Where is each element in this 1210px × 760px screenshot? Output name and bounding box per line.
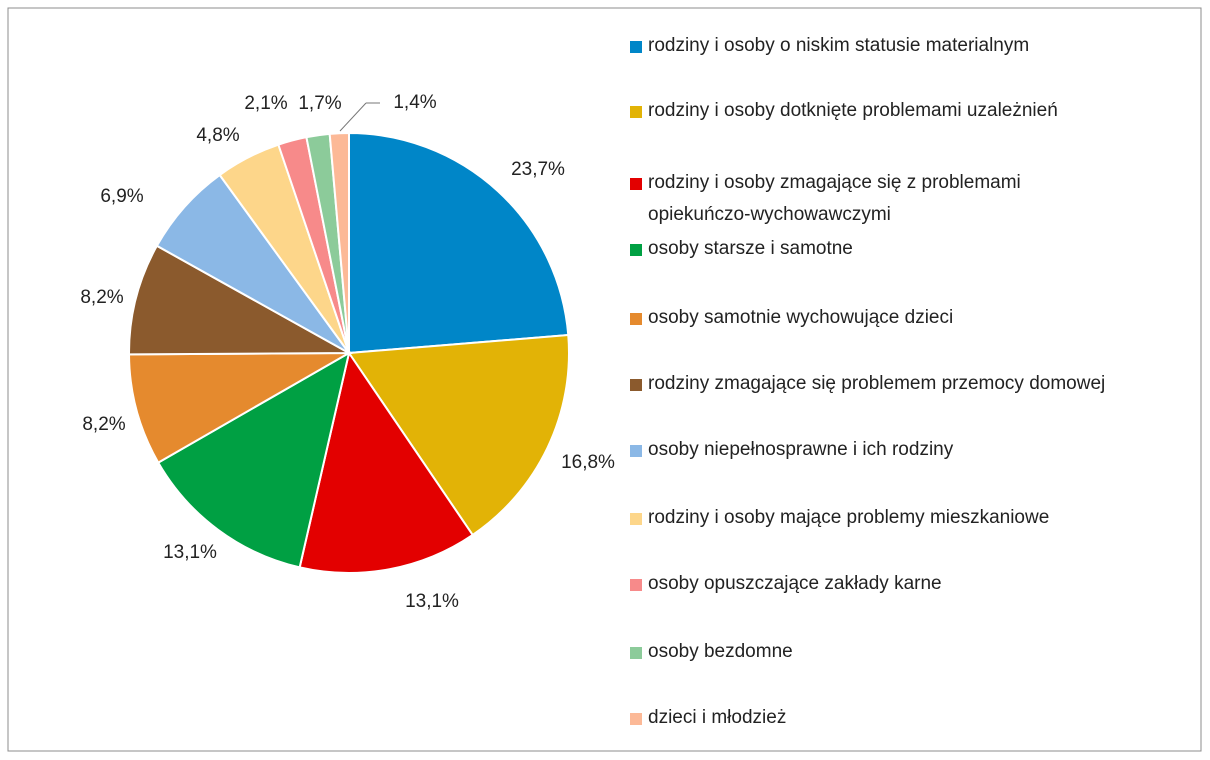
legend-swatch — [630, 244, 642, 256]
legend-label: rodziny i osoby mające problemy mieszkan… — [648, 507, 1050, 528]
legend-label: rodziny zmagające się problemem przemocy… — [648, 373, 1106, 394]
legend-swatch — [630, 313, 642, 325]
legend-item: rodziny i osoby zmagające się z problema… — [630, 167, 1118, 231]
data-label: 2,1% — [244, 93, 287, 114]
legend-item: osoby niepełnosprawne i ich rodziny — [630, 434, 953, 466]
leader-line — [339, 102, 367, 132]
legend-item: rodziny zmagające się problemem przemocy… — [630, 368, 1118, 400]
legend-swatch — [630, 713, 642, 725]
data-label: 1,7% — [298, 93, 341, 114]
legend-label: rodziny i osoby o niskim statusie materi… — [648, 35, 1030, 56]
legend-swatch — [630, 513, 642, 525]
data-label: 4,8% — [196, 125, 239, 146]
legend-item: rodziny i osoby mające problemy mieszkan… — [630, 502, 1049, 534]
legend-swatch — [630, 41, 642, 53]
legend-swatch — [630, 379, 642, 391]
data-label: 16,8% — [561, 452, 615, 473]
legend-label: osoby niepełnosprawne i ich rodziny — [648, 439, 954, 460]
legend-item: osoby opuszczające zakłady karne — [630, 568, 942, 600]
pie-slice — [298, 350, 475, 574]
legend-swatch — [630, 445, 642, 457]
legend-item: dzieci i młodzież — [630, 702, 786, 734]
legend-swatch — [630, 106, 642, 118]
legend-item: osoby starsze i samotne — [630, 233, 853, 265]
legend-label: rodziny i osoby zmagające się z problema… — [648, 172, 1021, 225]
legend-swatch — [630, 579, 642, 591]
chart-border — [7, 7, 1202, 752]
data-label: 6,9% — [100, 186, 143, 207]
pie-slice — [128, 244, 353, 356]
legend-label: osoby samotnie wychowujące dzieci — [648, 307, 954, 328]
data-label: 13,1% — [405, 591, 459, 612]
pie-slice — [347, 333, 570, 537]
pie-slice — [328, 131, 350, 354]
legend-label: osoby starsze i samotne — [648, 238, 853, 259]
data-label: 23,7% — [511, 159, 565, 180]
legend-item: osoby bezdomne — [630, 636, 793, 668]
data-label: 1,4% — [393, 92, 436, 113]
pie-slice — [127, 351, 353, 464]
data-label: 8,2% — [82, 414, 125, 435]
data-label: 13,1% — [163, 542, 217, 563]
legend-item: rodziny i osoby o niskim statusie materi… — [630, 30, 1029, 62]
legend-swatch — [630, 178, 642, 190]
data-label: 8,2% — [80, 287, 123, 308]
legend-label: osoby opuszczające zakłady karne — [648, 573, 942, 594]
pie-slice — [348, 131, 570, 355]
legend-label: dzieci i młodzież — [648, 707, 787, 728]
pie-slice — [156, 350, 351, 569]
legend-label: rodziny i osoby dotknięte problemami uza… — [648, 100, 1058, 121]
legend-item: osoby samotnie wychowujące dzieci — [630, 302, 953, 334]
legend-label: osoby bezdomne — [648, 641, 793, 662]
legend-swatch — [630, 647, 642, 659]
legend-item: rodziny i osoby dotknięte problemami uza… — [630, 95, 1058, 127]
